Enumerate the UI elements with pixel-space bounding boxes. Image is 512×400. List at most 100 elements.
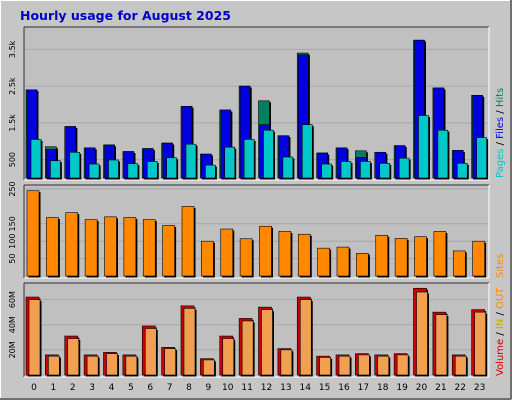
panel-hits-files-pages: 500 1.5k 2.5k 3.5k xyxy=(8,26,490,181)
x-axis: 0 1 2 3 4 5 6 7 8 9 10 11 12 13 14 15 16 17 18 19 20 21 22 23 xyxy=(31,383,485,393)
x-tick-label: 10 xyxy=(222,383,234,393)
out-bar xyxy=(261,309,273,376)
sites-bar xyxy=(452,250,466,277)
y-tick-label: 100 xyxy=(8,234,17,249)
x-tick-label: 18 xyxy=(377,383,389,393)
chart-panels: 500 1.5k 2.5k 3.5k 50 100 150 250 20M 40M 60M xyxy=(8,26,490,378)
sites-bar xyxy=(278,231,292,277)
out-bar xyxy=(106,353,118,376)
x-tick-label: 4 xyxy=(109,383,115,393)
out-bar xyxy=(28,299,41,376)
legend-item: OUT xyxy=(495,287,506,309)
x-tick-label: 20 xyxy=(416,383,428,393)
sites-bar xyxy=(317,247,330,277)
x-tick-label: 23 xyxy=(474,383,485,393)
out-bar xyxy=(416,291,428,376)
pages-bar xyxy=(379,163,391,179)
sites-bar xyxy=(220,228,234,277)
pages-bar xyxy=(301,124,313,179)
sites-bar xyxy=(46,217,59,277)
pages-bar xyxy=(456,163,468,179)
sites-bar xyxy=(181,206,195,277)
pages-bar xyxy=(321,163,332,179)
x-tick-label: 3 xyxy=(89,383,95,393)
chart-title: Hourly usage for August 2025 xyxy=(20,8,231,23)
out-bar xyxy=(435,314,448,376)
x-tick-label: 17 xyxy=(358,383,369,393)
x-tick-label: 8 xyxy=(186,383,192,393)
sites-bar xyxy=(356,253,369,277)
x-tick-label: 12 xyxy=(261,383,272,393)
out-bar xyxy=(241,320,254,376)
legend-item: Pages xyxy=(495,149,506,178)
pages-bar xyxy=(30,139,42,179)
legend-separator: / xyxy=(495,329,506,339)
x-tick-label: 22 xyxy=(455,383,466,393)
sites-bar xyxy=(297,233,311,277)
legend-item: IN xyxy=(495,319,506,329)
out-bar xyxy=(222,338,235,376)
pages-bar xyxy=(50,160,61,179)
legend-volume: Volume / IN / OUT xyxy=(495,287,506,376)
x-tick-label: 9 xyxy=(206,383,212,393)
pages-bar xyxy=(205,164,216,179)
x-tick-label: 0 xyxy=(31,383,37,393)
pages-bar xyxy=(263,129,274,179)
pages-bar xyxy=(185,143,197,179)
legend-separator: / xyxy=(495,139,506,149)
sites-bar xyxy=(142,219,156,277)
pages-bar xyxy=(166,157,177,179)
pages-bar xyxy=(398,157,410,179)
pages-bar xyxy=(127,163,139,179)
pages-bar xyxy=(340,161,352,179)
pages-bar xyxy=(437,129,449,179)
legend-hits-files-pages: Pages / Files / Hits xyxy=(495,88,506,178)
sites-bar xyxy=(375,234,389,277)
sites-bar xyxy=(414,236,427,277)
legend-item: Hits xyxy=(495,88,506,107)
pages-bar xyxy=(243,139,255,179)
legend-item: Volume xyxy=(495,339,506,376)
out-bar xyxy=(454,355,467,376)
x-tick-label: 11 xyxy=(241,383,252,393)
y-tick-label: 20M xyxy=(8,341,17,358)
out-bar xyxy=(319,357,331,376)
pages-bar xyxy=(146,161,158,179)
pages-bar xyxy=(282,156,294,179)
sites-bar xyxy=(433,231,447,277)
x-tick-label: 15 xyxy=(319,383,330,393)
y-tick-label: 2.5k xyxy=(8,77,17,95)
out-bar xyxy=(396,354,409,376)
y-tick-label: 40M xyxy=(8,316,17,333)
y-tick-label: 500 xyxy=(8,152,17,167)
x-tick-label: 5 xyxy=(128,383,134,393)
x-tick-label: 7 xyxy=(167,383,173,393)
chart-legends: Pages / Files / Hits Sites Volume / IN / O… xyxy=(495,88,506,376)
x-tick-label: 13 xyxy=(280,383,291,393)
panel-volume: 20M 40M 60M xyxy=(8,282,490,378)
pages-bar xyxy=(224,146,236,179)
x-tick-label: 1 xyxy=(51,383,57,393)
out-bar xyxy=(203,359,215,376)
x-tick-label: 14 xyxy=(300,383,312,393)
out-bar xyxy=(338,355,351,376)
pages-bar xyxy=(418,115,429,179)
x-tick-label: 21 xyxy=(435,383,446,393)
y-tick-label: 60M xyxy=(8,291,17,308)
legend-separator: / xyxy=(495,107,506,117)
sites-bar xyxy=(336,246,350,277)
out-bar xyxy=(67,338,80,376)
x-tick-label: 6 xyxy=(147,383,153,393)
sites-bar xyxy=(162,225,175,277)
sites-bar xyxy=(104,216,117,277)
pages-bar xyxy=(108,159,119,179)
plot-area xyxy=(24,27,489,180)
out-bar xyxy=(474,311,486,376)
x-tick-label: 19 xyxy=(396,383,408,393)
legend-sites: Sites xyxy=(495,254,506,278)
sites-bar xyxy=(472,240,485,277)
y-tick-label: 3.5k xyxy=(8,40,17,58)
pages-bar xyxy=(88,163,100,179)
out-bar xyxy=(164,348,176,376)
y-tick-label: 50 xyxy=(8,254,17,264)
